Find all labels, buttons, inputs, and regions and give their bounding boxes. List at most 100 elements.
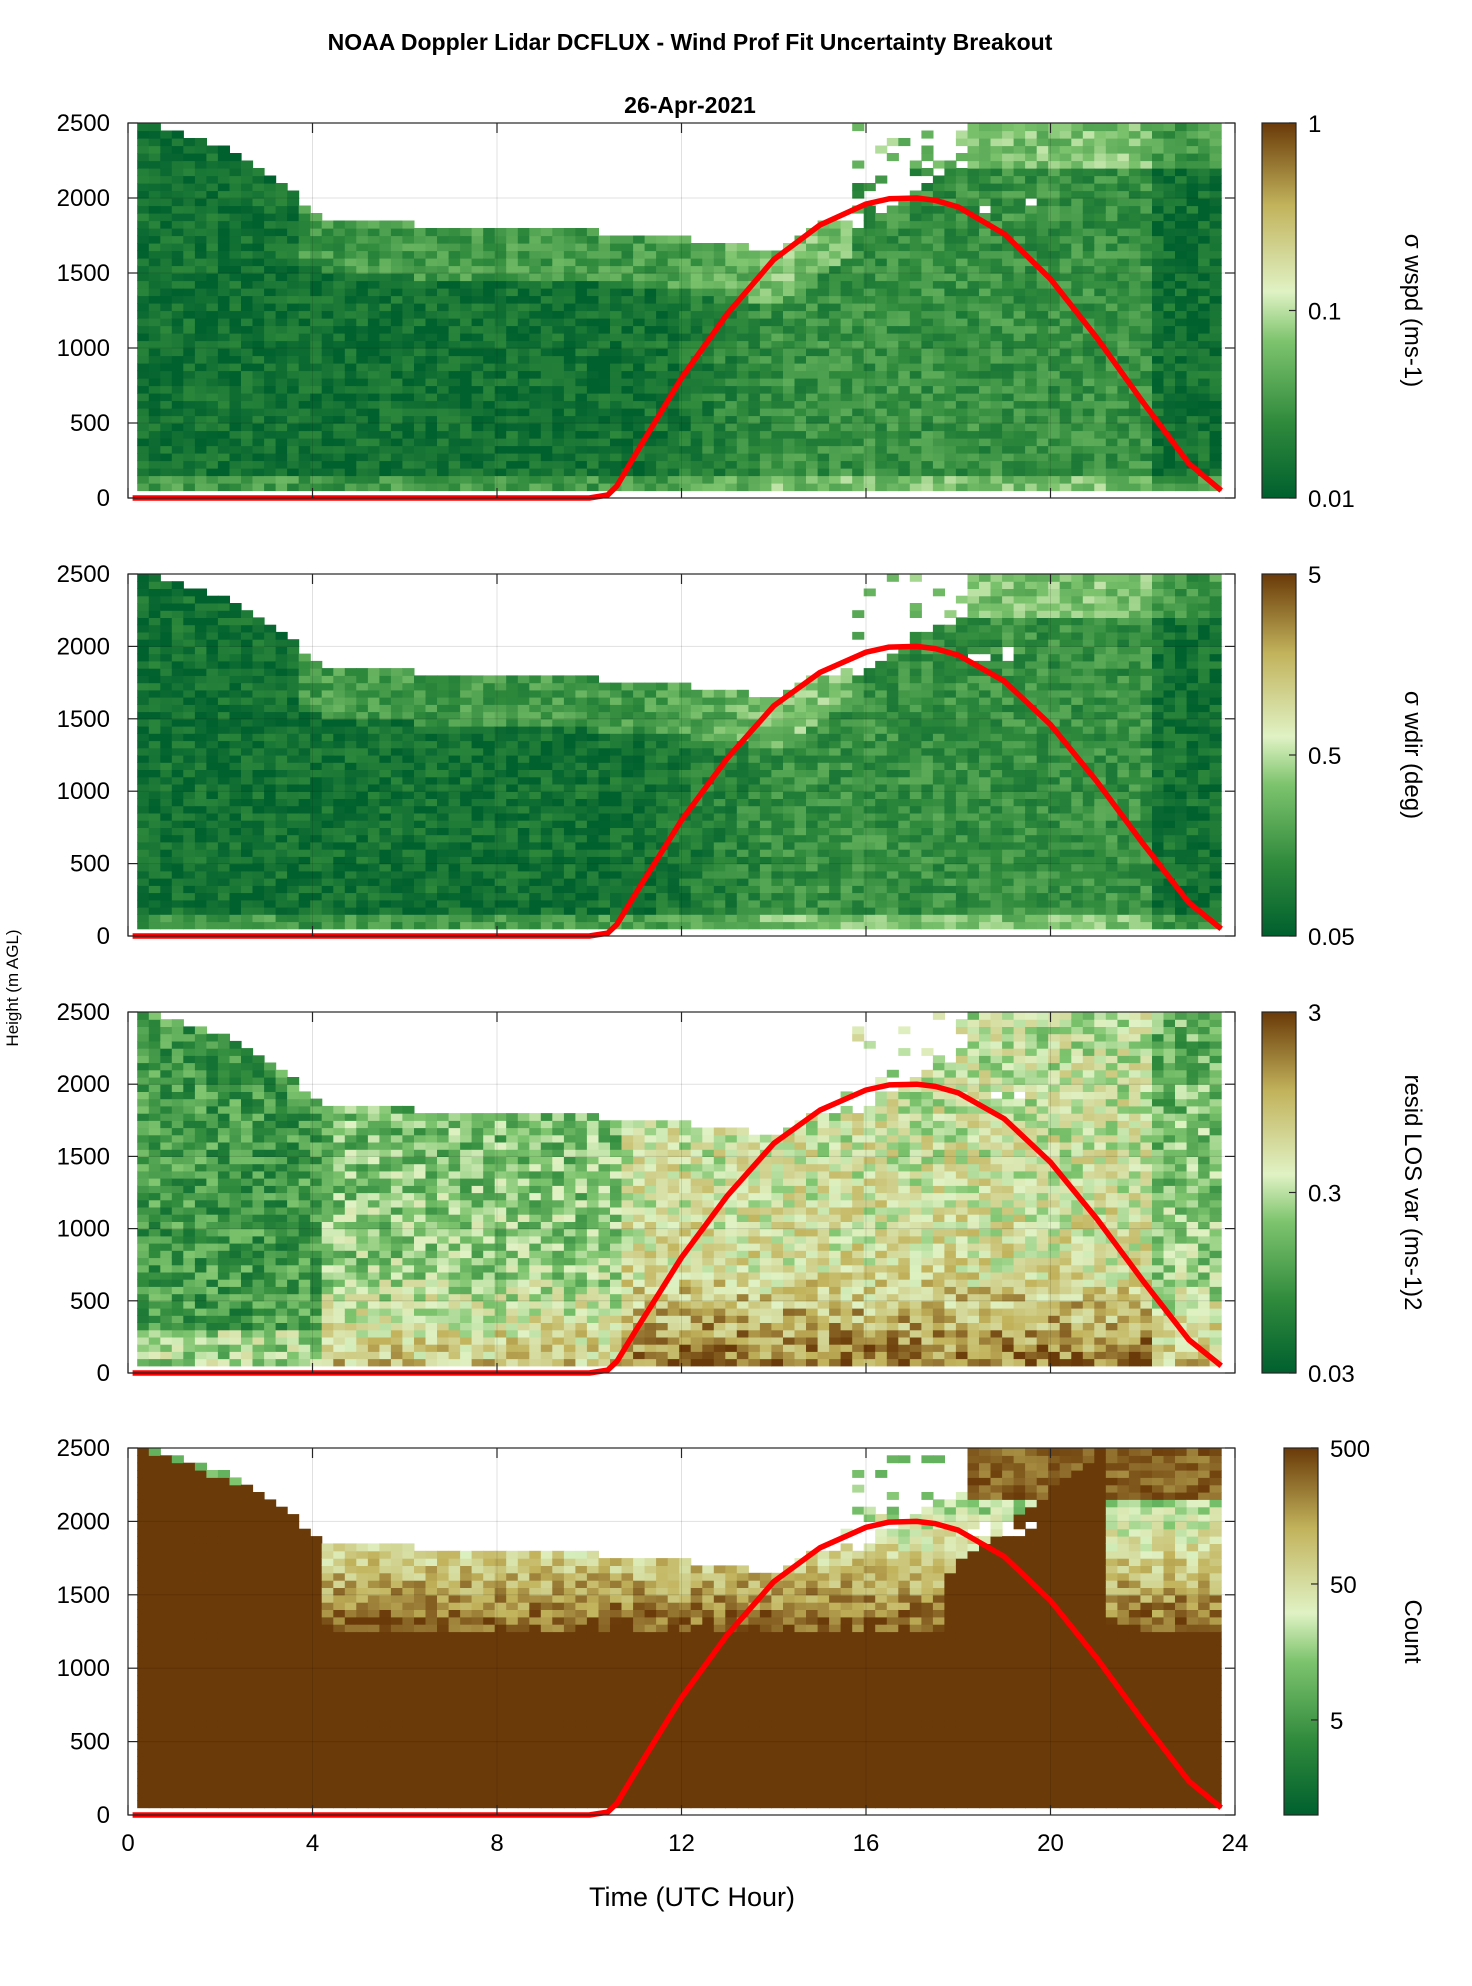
heatmap-cell (137, 610, 150, 618)
heatmap-cell (287, 921, 300, 930)
heatmap-cell (217, 827, 230, 836)
heatmap-cell (829, 273, 842, 282)
heatmap-cell (425, 878, 438, 886)
heatmap-cell (1198, 295, 1211, 304)
heatmap-cell (621, 310, 634, 319)
heatmap-cell (932, 258, 945, 267)
heatmap-cell (183, 190, 196, 199)
heatmap-cell (610, 288, 623, 297)
heatmap-cell (1186, 213, 1199, 222)
heatmap-cell (633, 378, 646, 387)
heatmap-cell (713, 288, 726, 297)
heatmap-cell (448, 378, 461, 387)
heatmap-cell (1048, 445, 1061, 454)
heatmap-cell (148, 408, 161, 417)
heatmap-cell (1048, 385, 1061, 394)
heatmap-cell (552, 430, 565, 439)
heatmap-cell (183, 198, 196, 207)
heatmap-cell (1094, 213, 1107, 222)
heatmap-cell (379, 849, 392, 857)
heatmap-cell (229, 348, 242, 357)
heatmap-cell (1002, 258, 1015, 267)
heatmap-cell (979, 385, 992, 394)
heatmap-cell (217, 460, 230, 469)
heatmap-cell (171, 453, 184, 462)
heatmap-cell (414, 483, 427, 492)
heatmap-cell (171, 704, 184, 713)
heatmap-cell (483, 393, 496, 402)
heatmap-cell (1048, 415, 1061, 424)
heatmap-cell (390, 704, 403, 713)
heatmap-cell (725, 453, 738, 462)
heatmap-cell (713, 348, 726, 357)
heatmap-cell (829, 288, 842, 297)
heatmap-cell (1105, 295, 1118, 304)
heatmap-cell (1059, 265, 1072, 274)
heatmap-cell (656, 265, 669, 274)
heatmap-cell (1163, 228, 1176, 237)
heatmap-cell (875, 303, 888, 312)
heatmap-cell (1209, 378, 1222, 387)
heatmap-cell (1186, 430, 1199, 439)
heatmap-cell (344, 393, 357, 402)
heatmap-cell (736, 333, 749, 342)
heatmap-cell (206, 791, 219, 799)
heatmap-cell (390, 776, 403, 785)
heatmap-cell (1002, 145, 1015, 154)
heatmap-cell (944, 280, 957, 289)
heatmap-cell (748, 400, 761, 409)
heatmap-cell (275, 805, 288, 814)
heatmap-cell (633, 303, 646, 312)
heatmap-cell (1209, 205, 1222, 214)
heatmap-cell (356, 726, 369, 734)
heatmap-cell (1163, 460, 1176, 469)
heatmap-cell (1059, 363, 1072, 372)
heatmap-cell (241, 820, 254, 828)
heatmap-cell (506, 235, 519, 244)
heatmap-cell (829, 235, 842, 244)
heatmap-cell (414, 776, 427, 785)
heatmap-cell (1140, 205, 1153, 214)
heatmap-cell (921, 340, 934, 349)
heatmap-cell (806, 363, 819, 372)
heatmap-cell (1186, 228, 1199, 237)
heatmap-cell (1117, 250, 1130, 259)
heatmap-cell (217, 393, 230, 402)
heatmap-cell (690, 385, 703, 394)
heatmap-cell (840, 273, 853, 282)
heatmap-cell (171, 325, 184, 334)
heatmap-cell (598, 430, 611, 439)
heatmap-cell (840, 310, 853, 319)
heatmap-cell (425, 468, 438, 477)
heatmap-cell (471, 445, 484, 454)
heatmap-cell (1198, 213, 1211, 222)
heatmap-cell (390, 295, 403, 304)
heatmap-cell (264, 660, 277, 669)
heatmap-cell (171, 762, 184, 770)
heatmap-cell (194, 228, 207, 237)
heatmap-cell (955, 348, 968, 357)
heatmap-cell (264, 363, 277, 372)
heatmap-cell (1175, 423, 1188, 432)
heatmap-cell (1209, 145, 1222, 154)
heatmap-cell (321, 733, 334, 742)
heatmap-cell (425, 415, 438, 424)
heatmap-cell (794, 250, 807, 259)
heatmap-cell (171, 610, 184, 618)
heatmap-cell (298, 682, 311, 691)
heatmap-cell (321, 310, 334, 319)
heatmap-cell (437, 805, 450, 814)
heatmap-cell (298, 805, 311, 814)
heatmap-cell (298, 400, 311, 409)
heatmap-cell (552, 325, 565, 334)
heatmap-cell (137, 863, 150, 872)
heatmap-cell (1013, 213, 1026, 222)
heatmap-cell (333, 288, 346, 297)
heatmap-cell (414, 453, 427, 462)
heatmap-cell (321, 704, 334, 713)
heatmap-cell (494, 273, 507, 282)
heatmap-cell (137, 130, 150, 139)
heatmap-cell (367, 726, 380, 734)
heatmap-cell (483, 250, 496, 259)
heatmap-cell (713, 258, 726, 267)
